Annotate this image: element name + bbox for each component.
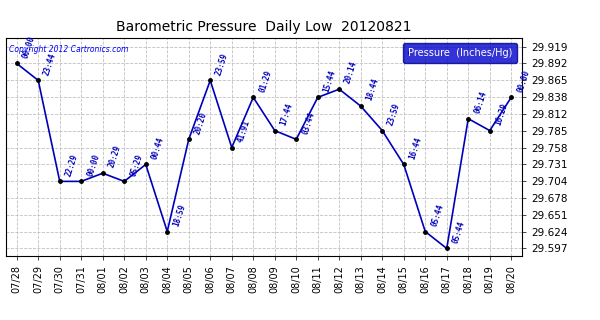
Text: 00:00: 00:00 (515, 68, 531, 93)
Text: 18:44: 18:44 (365, 77, 380, 102)
Text: 01:29: 01:29 (257, 68, 273, 93)
Text: 18:59: 18:59 (172, 203, 187, 228)
Legend: Pressure  (Inches/Hg): Pressure (Inches/Hg) (403, 43, 517, 63)
Text: 23:59: 23:59 (386, 102, 402, 126)
Text: 15:44: 15:44 (322, 68, 338, 93)
Text: 00:00: 00:00 (85, 152, 101, 177)
Text: 22:29: 22:29 (64, 152, 80, 177)
Text: 06:14: 06:14 (472, 90, 488, 115)
Text: 17:44: 17:44 (279, 102, 295, 126)
Text: 16:29: 16:29 (494, 102, 509, 126)
Text: 23:44: 23:44 (43, 52, 58, 76)
Text: 16:44: 16:44 (408, 135, 424, 160)
Text: 20:14: 20:14 (343, 60, 359, 85)
Text: 20:20: 20:20 (193, 110, 209, 135)
Text: 03:44: 03:44 (301, 110, 316, 135)
Text: 20:29: 20:29 (107, 144, 122, 169)
Text: 05:44: 05:44 (451, 220, 467, 244)
Text: 05:29: 05:29 (128, 152, 144, 177)
Text: 41:91: 41:91 (236, 119, 251, 143)
Text: 05:44: 05:44 (430, 203, 445, 228)
Text: 00:00: 00:00 (21, 35, 37, 59)
Text: 23:59: 23:59 (214, 52, 230, 76)
Text: Copyright 2012 Cartronics.com: Copyright 2012 Cartronics.com (8, 45, 128, 54)
Text: 00:44: 00:44 (150, 135, 166, 160)
Title: Barometric Pressure  Daily Low  20120821: Barometric Pressure Daily Low 20120821 (116, 20, 412, 35)
